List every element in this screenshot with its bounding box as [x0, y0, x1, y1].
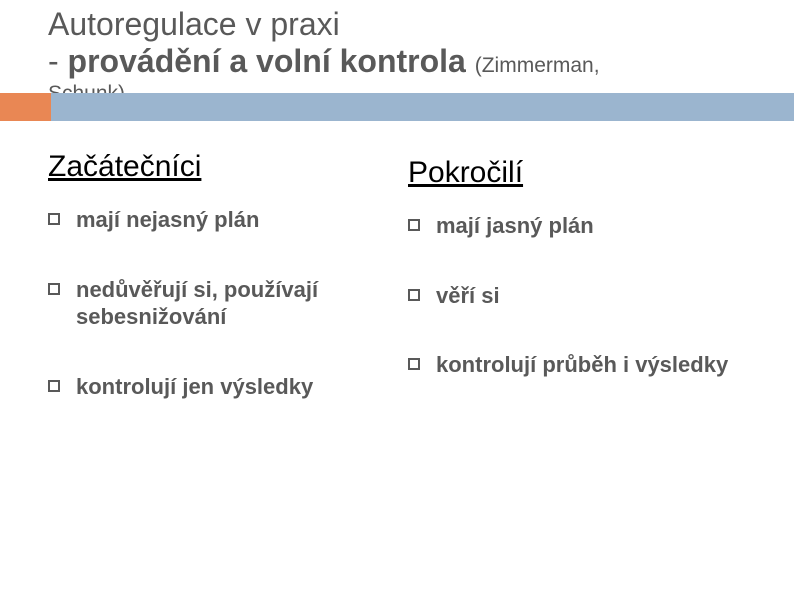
list-item-text: kontrolují jen výsledky [76, 373, 313, 401]
title-line2-bold: provádění a volní kontrola [68, 43, 475, 79]
accent-bar [0, 93, 794, 121]
list-item: věří si [408, 282, 774, 310]
right-list: mají jasný plán věří si kontrolují průbě… [408, 212, 774, 379]
bullet-icon [408, 219, 420, 231]
left-list: mají nejasný plán nedůvěřují si, používa… [48, 206, 378, 400]
list-item: mají jasný plán [408, 212, 774, 240]
bullet-icon [408, 358, 420, 370]
accent-orange [0, 93, 51, 121]
bullet-icon [48, 283, 60, 295]
title-line2-prefix: - [48, 43, 68, 79]
column-right: Pokročilí mají jasný plán věří si kontro… [398, 150, 794, 442]
list-item-text: věří si [436, 282, 500, 310]
bullet-icon [48, 213, 60, 225]
accent-blue [51, 93, 794, 121]
list-item-text: nedůvěřují si, používají sebesnižování [76, 276, 378, 331]
list-item-text: mají nejasný plán [76, 206, 259, 234]
list-item: nedůvěřují si, používají sebesnižování [48, 276, 378, 331]
list-item-text: kontrolují průběh i výsledky [436, 351, 728, 379]
right-heading: Pokročilí [408, 156, 774, 190]
list-item: kontrolují průběh i výsledky [408, 351, 774, 379]
bullet-icon [48, 380, 60, 392]
slide-title-block: Autoregulace v praxi - provádění a volní… [0, 0, 794, 107]
left-heading: Začátečníci [48, 150, 378, 184]
content-columns: Začátečníci mají nejasný plán nedůvěřují… [0, 150, 794, 442]
title-line2-cite: (Zimmerman, [475, 54, 600, 77]
list-item: mají nejasný plán [48, 206, 378, 234]
list-item: kontrolují jen výsledky [48, 373, 378, 401]
title-line1: Autoregulace v praxi [48, 6, 794, 43]
column-left: Začátečníci mají nejasný plán nedůvěřují… [0, 150, 398, 442]
bullet-icon [408, 289, 420, 301]
list-item-text: mají jasný plán [436, 212, 594, 240]
title-line2: - provádění a volní kontrola (Zimmerman, [48, 43, 794, 80]
